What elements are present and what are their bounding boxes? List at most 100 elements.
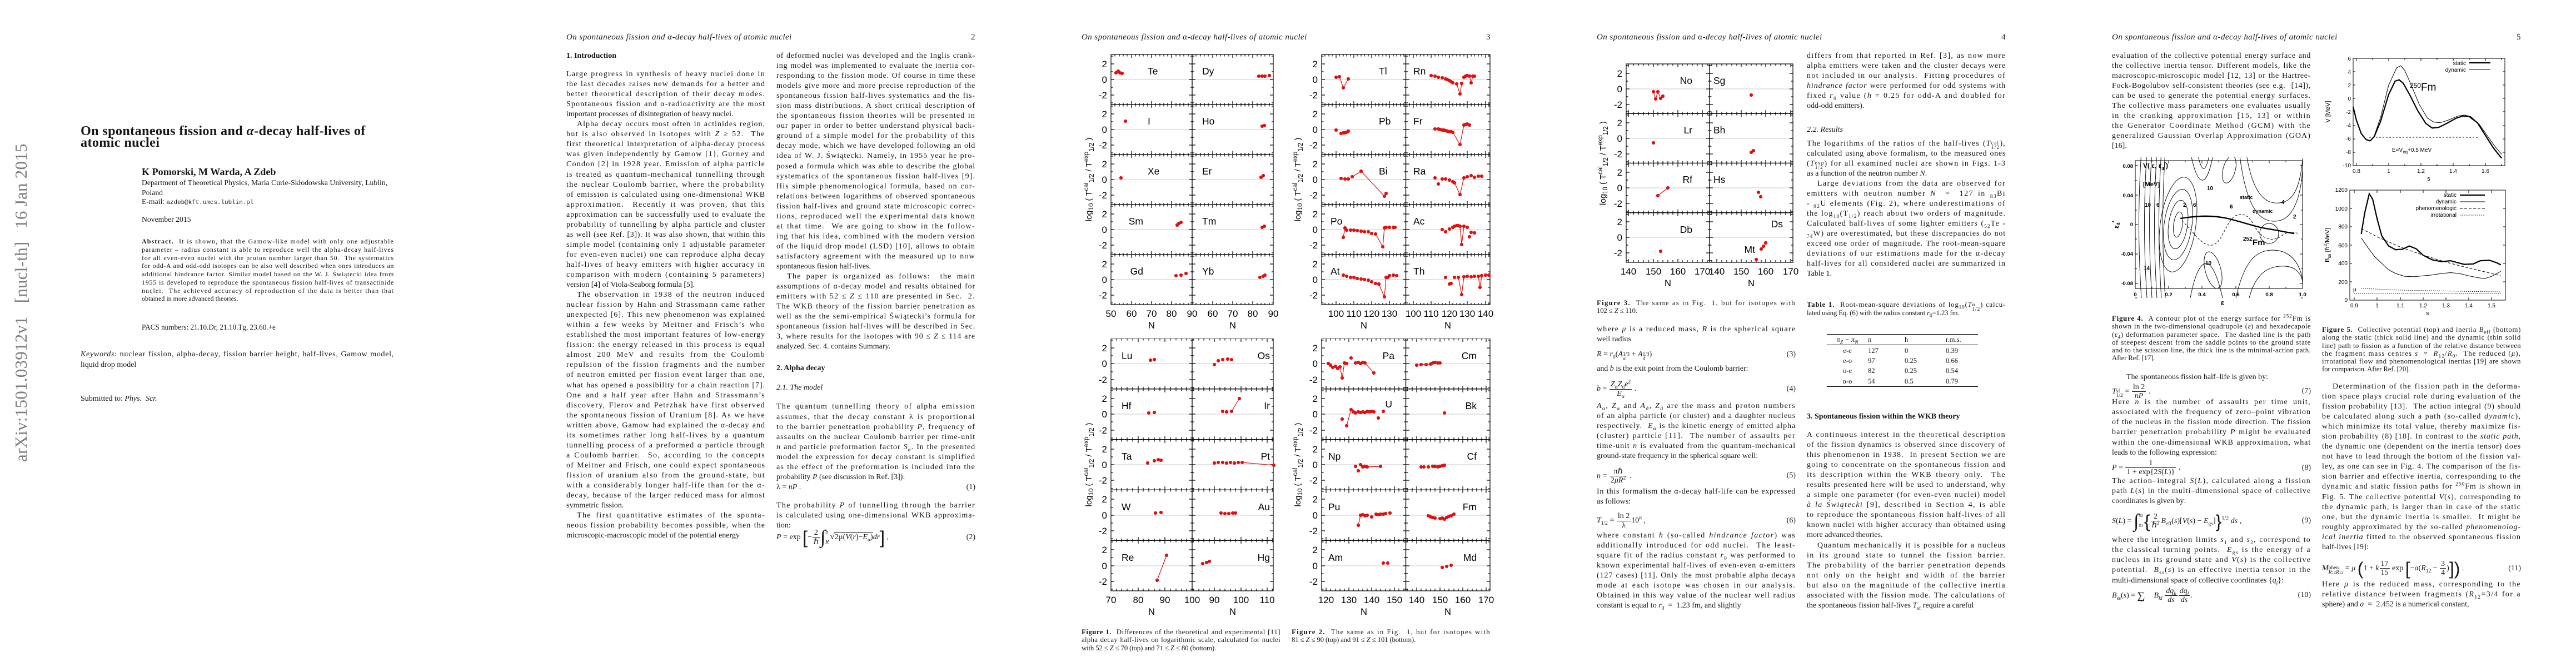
svg-text:ε4*: ε4* — [2112, 220, 2121, 228]
svg-text:2: 2 — [1313, 545, 1318, 555]
svg-text:0.8: 0.8 — [2353, 168, 2360, 175]
svg-text:1: 1 — [2387, 168, 2390, 175]
svg-text:0: 0 — [1313, 275, 1318, 285]
svg-text:-0.08: -0.08 — [2121, 281, 2133, 287]
svg-text:Hf: Hf — [1122, 400, 1132, 411]
svg-text:0.9: 0.9 — [2350, 303, 2358, 309]
svg-text:2: 2 — [1313, 394, 1318, 404]
svg-text:-8: -8 — [2346, 150, 2351, 156]
svg-text:80: 80 — [1167, 308, 1177, 319]
svg-text:110: 110 — [1346, 308, 1361, 319]
svg-text:100: 100 — [1406, 308, 1421, 319]
svg-text:1.2: 1.2 — [2419, 303, 2427, 309]
svg-text:-10: -10 — [2343, 163, 2351, 169]
svg-text:70: 70 — [1228, 308, 1238, 319]
svg-text:0: 0 — [1313, 125, 1318, 135]
svg-text:150: 150 — [1387, 595, 1402, 605]
svg-text:Bi: Bi — [1379, 166, 1388, 177]
svg-text:250Fm: 250Fm — [2410, 82, 2436, 93]
svg-text:Bk: Bk — [1466, 400, 1477, 411]
svg-text:ε: ε — [2221, 298, 2224, 307]
svg-text:-2: -2 — [1309, 90, 1318, 101]
svg-text:170: 170 — [1478, 595, 1494, 605]
svg-text:0.08: 0.08 — [2123, 163, 2134, 170]
svg-text:150: 150 — [1432, 595, 1448, 605]
svg-text:4: 4 — [2348, 69, 2351, 76]
svg-text:Th: Th — [1413, 266, 1424, 277]
svg-text:2: 2 — [1617, 217, 1622, 227]
svg-text:1.2: 1.2 — [2417, 168, 2425, 175]
svg-text:log10 ( Tcal1/2 / Texp1/2 ): log10 ( Tcal1/2 / Texp1/2 ) — [1597, 121, 1610, 205]
svg-text:1.4: 1.4 — [2449, 168, 2457, 175]
svg-text:-2: -2 — [1309, 425, 1318, 436]
svg-text:Fm: Fm — [1463, 501, 1477, 512]
svg-text:-2: -2 — [1309, 240, 1318, 251]
svg-text:-2: -2 — [1614, 198, 1622, 209]
svg-text:2: 2 — [2293, 214, 2296, 220]
svg-text:1.6: 1.6 — [2482, 168, 2489, 175]
svg-text:Ir: Ir — [1264, 400, 1270, 411]
svg-text:0.04: 0.04 — [2123, 193, 2134, 199]
svg-text:-2: -2 — [1099, 576, 1107, 587]
svg-text:Gd: Gd — [1130, 266, 1143, 277]
svg-text:No: No — [1680, 75, 1692, 86]
svg-text:2: 2 — [1313, 494, 1318, 505]
svg-text:1.5: 1.5 — [2488, 303, 2495, 309]
svg-text:E=Veq+0.5 MeV: E=Veq+0.5 MeV — [2392, 147, 2432, 155]
svg-text:130: 130 — [1459, 308, 1475, 319]
svg-text:Re: Re — [1122, 552, 1134, 563]
svg-text:0: 0 — [1102, 561, 1107, 571]
svg-text:-6: -6 — [2346, 136, 2351, 142]
svg-text:irrotational: irrotational — [2430, 212, 2457, 218]
svg-text:0: 0 — [1313, 225, 1318, 235]
svg-text:90: 90 — [1209, 595, 1220, 605]
svg-text:-2: -2 — [1309, 140, 1318, 151]
svg-text:10: 10 — [2145, 202, 2151, 208]
svg-text:2: 2 — [1102, 444, 1107, 455]
svg-text:N: N — [1748, 278, 1755, 288]
svg-text:-2: -2 — [1309, 375, 1318, 385]
svg-text:1000: 1000 — [2335, 206, 2348, 212]
svg-text:14: 14 — [2144, 266, 2150, 272]
svg-text:N: N — [1229, 321, 1236, 331]
svg-text:Ra: Ra — [1413, 166, 1426, 177]
svg-text:phenomenologic: phenomenologic — [2416, 206, 2457, 212]
svg-text:2: 2 — [1102, 109, 1107, 120]
svg-text:100: 100 — [1328, 308, 1344, 319]
svg-text:Po: Po — [1331, 216, 1342, 227]
svg-text:140: 140 — [1478, 308, 1493, 319]
svg-text:0: 0 — [1313, 409, 1318, 420]
svg-text:-4: -4 — [2346, 123, 2351, 129]
svg-text:s: s — [2427, 176, 2430, 182]
svg-text:-2: -2 — [1099, 425, 1107, 436]
svg-text:0: 0 — [2134, 292, 2136, 298]
svg-text:Md: Md — [1463, 552, 1477, 563]
svg-text:400: 400 — [2338, 261, 2348, 267]
svg-text:160: 160 — [1670, 266, 1686, 277]
svg-text:0: 0 — [1313, 510, 1318, 521]
svg-text:150: 150 — [1646, 266, 1661, 277]
svg-text:-2: -2 — [1099, 526, 1107, 536]
svg-text:0: 0 — [1313, 175, 1318, 185]
svg-text:log10 ( Tcal1/2 / Texp1/2 ): log10 ( Tcal1/2 / Texp1/2 ) — [1292, 423, 1304, 507]
svg-text:static: static — [2240, 195, 2253, 200]
svg-text:0: 0 — [2130, 222, 2133, 228]
svg-text:N: N — [1665, 278, 1671, 288]
svg-text:μ: μ — [2353, 287, 2356, 293]
svg-text:Ds: Ds — [1771, 218, 1783, 230]
svg-text:Cf: Cf — [1467, 451, 1477, 462]
svg-text:Tm: Tm — [1202, 216, 1216, 227]
svg-text:Am: Am — [1328, 552, 1343, 563]
svg-text:2: 2 — [1617, 68, 1622, 79]
svg-text:120: 120 — [1318, 595, 1334, 605]
svg-text:-2: -2 — [1099, 140, 1107, 151]
svg-text:0: 0 — [1313, 359, 1318, 369]
svg-text:Np: Np — [1328, 451, 1341, 462]
svg-text:-2: -2 — [1309, 576, 1318, 587]
svg-text:Rn: Rn — [1413, 66, 1426, 77]
svg-text:200: 200 — [2338, 280, 2348, 286]
svg-text:N: N — [1148, 321, 1155, 331]
svg-text:140: 140 — [1409, 595, 1424, 605]
svg-text:2: 2 — [2348, 83, 2351, 89]
svg-text:0: 0 — [1617, 133, 1622, 144]
